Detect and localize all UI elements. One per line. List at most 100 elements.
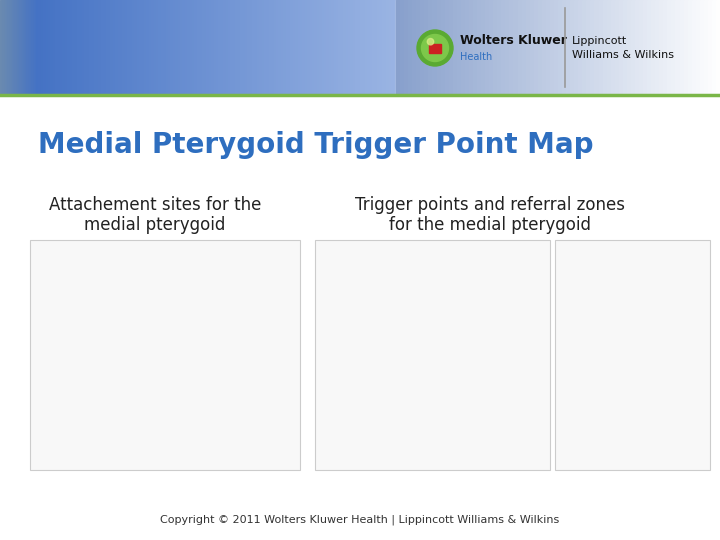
Bar: [178, 0, 180, 95]
Bar: [214, 0, 216, 95]
Bar: [667, 0, 671, 95]
Bar: [365, 0, 367, 95]
Bar: [650, 0, 653, 95]
Bar: [712, 0, 716, 95]
Bar: [498, 0, 501, 95]
Bar: [588, 0, 590, 95]
Bar: [254, 0, 257, 95]
Bar: [264, 0, 266, 95]
Bar: [518, 0, 521, 95]
Bar: [94, 0, 96, 95]
Bar: [358, 0, 360, 95]
Bar: [635, 0, 639, 95]
Bar: [96, 0, 99, 95]
Bar: [142, 0, 144, 95]
Bar: [315, 240, 550, 470]
Bar: [175, 0, 178, 95]
Bar: [595, 0, 598, 95]
Bar: [38, 0, 41, 95]
Bar: [621, 0, 624, 95]
Bar: [218, 0, 221, 95]
Bar: [627, 0, 631, 95]
Bar: [473, 0, 477, 95]
Bar: [708, 0, 711, 95]
Bar: [374, 0, 377, 95]
Bar: [125, 0, 127, 95]
Bar: [86, 0, 89, 95]
Bar: [221, 0, 223, 95]
Bar: [274, 0, 276, 95]
Bar: [606, 0, 611, 95]
Bar: [434, 0, 437, 95]
Bar: [269, 0, 271, 95]
Bar: [566, 0, 570, 95]
Bar: [228, 0, 230, 95]
Bar: [257, 0, 259, 95]
Bar: [353, 0, 355, 95]
Bar: [336, 0, 338, 95]
Bar: [461, 0, 463, 95]
Bar: [389, 0, 391, 95]
Bar: [481, 0, 485, 95]
Bar: [101, 0, 103, 95]
Bar: [252, 0, 254, 95]
Bar: [545, 0, 547, 95]
Bar: [505, 0, 510, 95]
Bar: [34, 0, 36, 95]
Bar: [449, 0, 451, 95]
Bar: [582, 0, 586, 95]
Text: Wolters Kluwer: Wolters Kluwer: [460, 33, 567, 46]
Bar: [58, 0, 60, 95]
Bar: [81, 0, 84, 95]
Bar: [490, 0, 492, 95]
Text: Lippincott
Williams & Wilkins: Lippincott Williams & Wilkins: [572, 36, 674, 60]
Bar: [715, 0, 718, 95]
Bar: [495, 0, 497, 95]
Bar: [468, 0, 470, 95]
Bar: [562, 0, 564, 95]
Bar: [2, 0, 5, 95]
Bar: [74, 0, 77, 95]
Bar: [554, 0, 557, 95]
Bar: [307, 0, 310, 95]
Bar: [639, 0, 641, 95]
Bar: [463, 0, 466, 95]
Bar: [657, 0, 660, 95]
Text: Trigger points and referral zones
for the medial pterygoid: Trigger points and referral zones for th…: [355, 195, 625, 234]
Bar: [245, 0, 247, 95]
Bar: [127, 0, 130, 95]
Bar: [310, 0, 312, 95]
Bar: [651, 0, 655, 95]
Bar: [570, 0, 575, 95]
Bar: [499, 0, 502, 95]
Bar: [441, 0, 445, 95]
Bar: [550, 0, 554, 95]
Bar: [319, 0, 322, 95]
Bar: [50, 0, 53, 95]
Bar: [470, 0, 473, 95]
Bar: [526, 0, 530, 95]
Bar: [182, 0, 185, 95]
Bar: [441, 0, 444, 95]
Bar: [538, 0, 541, 95]
Text: Attachement sites for the
medial pterygoid: Attachement sites for the medial pterygo…: [49, 195, 261, 234]
Bar: [615, 0, 618, 95]
Bar: [513, 0, 516, 95]
Bar: [351, 0, 353, 95]
Bar: [156, 0, 158, 95]
Bar: [43, 0, 45, 95]
Bar: [36, 0, 38, 95]
Bar: [408, 0, 413, 95]
Bar: [45, 0, 48, 95]
Bar: [161, 0, 163, 95]
Bar: [317, 0, 319, 95]
Bar: [655, 0, 657, 95]
Circle shape: [417, 30, 453, 66]
Bar: [338, 0, 341, 95]
Bar: [343, 0, 346, 95]
Bar: [662, 0, 665, 95]
Bar: [578, 0, 582, 95]
Bar: [163, 0, 166, 95]
Bar: [425, 0, 427, 95]
Bar: [571, 0, 574, 95]
